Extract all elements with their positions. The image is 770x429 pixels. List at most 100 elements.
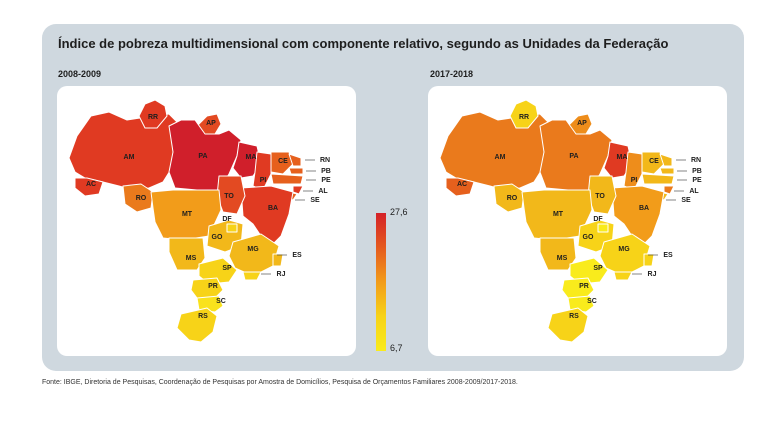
map-2008-2009: AM RR AP PA AC RO MA PI CE RN PB PE AL SE BA TO MT GO DF MS…: [57, 86, 356, 356]
state-label-ap: AP: [206, 120, 216, 127]
state-label-se: SE: [681, 197, 691, 204]
state-pe: [270, 173, 304, 185]
state-label-sp: SP: [593, 265, 603, 272]
state-rs: [176, 307, 218, 343]
state-label-rn: RN: [691, 157, 701, 164]
legend-max: 27,6: [390, 207, 408, 217]
state-label-ma: MA: [246, 154, 257, 161]
state-al: [663, 185, 675, 195]
state-ma: [232, 141, 262, 179]
state-label-sp: SP: [222, 265, 232, 272]
state-label-es: ES: [292, 252, 302, 259]
state-df: [226, 223, 238, 233]
state-pb: [288, 167, 304, 175]
state-label-rj: RJ: [277, 271, 286, 278]
state-label-mg: MG: [618, 246, 630, 253]
state-sp: [569, 257, 609, 285]
state-label-al: AL: [689, 188, 699, 195]
state-pr: [190, 277, 224, 299]
state-label-go: GO: [583, 234, 594, 241]
state-label-rs: RS: [569, 313, 579, 320]
state-label-to: TO: [595, 193, 605, 200]
state-al: [292, 185, 304, 195]
map-2017-2018: AM RR AP PA AC RO MA PI CE RN PB PE AL SE BA TO MT GO DF MS…: [428, 86, 727, 356]
period-label-right: 2017-2018: [430, 69, 474, 79]
state-label-pr: PR: [579, 283, 589, 290]
state-label-ap: AP: [577, 120, 587, 127]
state-label-pr: PR: [208, 283, 218, 290]
state-label-ms: MS: [186, 255, 197, 262]
state-ro: [493, 183, 525, 213]
state-rn: [659, 153, 673, 167]
state-label-mt: MT: [182, 211, 193, 218]
source-note: Fonte: IBGE, Diretoria de Pesquisas, Coo…: [42, 379, 518, 386]
state-label-mt: MT: [553, 211, 564, 218]
state-ce: [641, 151, 665, 175]
state-label-ce: CE: [278, 158, 288, 165]
state-label-am: AM: [495, 154, 506, 161]
state-label-rs: RS: [198, 313, 208, 320]
state-label-al: AL: [318, 188, 328, 195]
state-label-pe: PE: [692, 177, 702, 184]
state-label-ba: BA: [268, 205, 278, 212]
state-rs: [547, 307, 589, 343]
state-label-sc: SC: [216, 298, 226, 305]
state-label-rr: RR: [519, 114, 529, 121]
state-label-pi: PI: [631, 177, 638, 184]
state-label-es: ES: [663, 252, 673, 259]
state-rr: [509, 99, 539, 129]
state-rn: [288, 153, 302, 167]
state-rj: [613, 271, 633, 281]
state-label-ma: MA: [617, 154, 628, 161]
state-label-ac: AC: [457, 181, 467, 188]
state-label-df: DF: [593, 216, 603, 223]
figure-title: Índice de pobreza multidimensional com c…: [58, 36, 669, 51]
state-label-pb: PB: [321, 168, 331, 175]
state-ce: [270, 151, 294, 175]
state-label-ro: RO: [507, 195, 518, 202]
state-label-to: TO: [224, 193, 234, 200]
color-scale-bar: [376, 213, 386, 351]
state-label-df: DF: [222, 216, 232, 223]
state-label-se: SE: [310, 197, 320, 204]
state-sc: [196, 295, 224, 313]
state-label-pb: PB: [692, 168, 702, 175]
state-ac: [445, 177, 475, 197]
state-mg: [228, 233, 280, 277]
state-label-rj: RJ: [648, 271, 657, 278]
state-label-am: AM: [124, 154, 135, 161]
state-sc: [567, 295, 595, 313]
state-ma: [603, 141, 633, 179]
state-ba: [611, 185, 665, 247]
state-es: [643, 253, 655, 267]
state-label-ro: RO: [136, 195, 147, 202]
state-ac: [74, 177, 104, 197]
legend-min: 6,7: [390, 343, 403, 353]
state-label-rr: RR: [148, 114, 158, 121]
state-label-mg: MG: [247, 246, 259, 253]
state-label-pi: PI: [260, 177, 267, 184]
state-label-ce: CE: [649, 158, 659, 165]
period-label-left: 2008-2009: [58, 69, 102, 79]
state-ms: [539, 237, 577, 271]
state-label-ms: MS: [557, 255, 568, 262]
state-label-pa: PA: [569, 153, 578, 160]
state-df: [597, 223, 609, 233]
state-label-rn: RN: [320, 157, 330, 164]
state-pe: [641, 173, 675, 185]
state-pr: [561, 277, 595, 299]
state-label-sc: SC: [587, 298, 597, 305]
state-rj: [242, 271, 262, 281]
state-ro: [122, 183, 154, 213]
state-label-pe: PE: [321, 177, 331, 184]
state-label-ac: AC: [86, 181, 96, 188]
state-pb: [659, 167, 675, 175]
state-ms: [168, 237, 206, 271]
state-label-pa: PA: [198, 153, 207, 160]
state-label-ba: BA: [639, 205, 649, 212]
state-label-go: GO: [212, 234, 223, 241]
state-es: [272, 253, 284, 267]
state-sp: [198, 257, 238, 285]
state-mg: [599, 233, 651, 277]
state-rr: [138, 99, 168, 129]
